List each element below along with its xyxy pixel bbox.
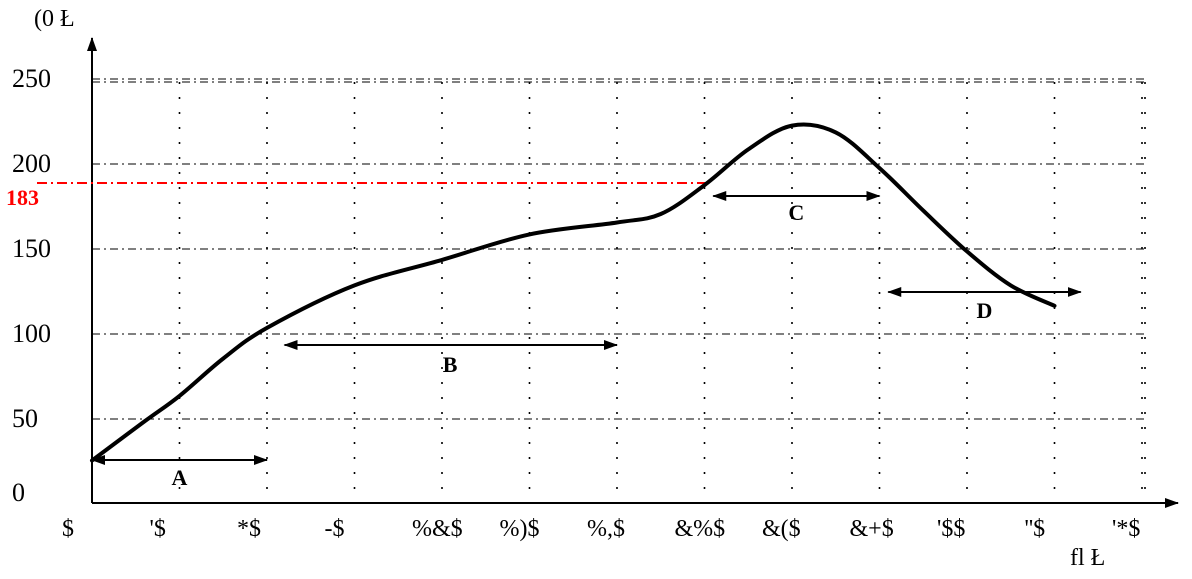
x-tick-label: '*$ bbox=[1112, 516, 1140, 542]
y-tick-label: 200 bbox=[12, 149, 51, 178]
x-tick-label: *$ bbox=[237, 516, 261, 542]
x-tick-label: %,$ bbox=[587, 516, 625, 542]
reference-line-label: 183 bbox=[6, 185, 39, 210]
reference-line: 183 bbox=[6, 182, 710, 210]
region-label-a: A bbox=[172, 465, 188, 490]
grid bbox=[92, 78, 1146, 503]
x-tick-label: '$ bbox=[150, 516, 166, 542]
x-tick-label: ''$ bbox=[1025, 516, 1046, 542]
series bbox=[90, 122, 1057, 463]
region-label-b: B bbox=[443, 352, 458, 377]
x-tick-label: $ bbox=[62, 516, 74, 542]
axes bbox=[87, 37, 1179, 508]
region-label-c: C bbox=[788, 200, 804, 225]
x-tick-label: '$$ bbox=[937, 516, 965, 542]
x-tick-label: %)$ bbox=[500, 516, 540, 542]
x-axis-label: fl Ł bbox=[1070, 545, 1105, 571]
x-tick-label: &%$ bbox=[675, 516, 726, 542]
y-tick-label: 0 bbox=[12, 478, 25, 507]
x-tick-labels: $ '$ *$ -$ %&$ %)$ %,$ &%$ &($ &+$ '$$ ''$ '*$ bbox=[62, 516, 1140, 542]
x-tick-label: %&$ bbox=[412, 516, 463, 542]
y-tick-label: 50 bbox=[12, 404, 38, 433]
region-label-d: D bbox=[977, 298, 993, 323]
y-axis-label: (0 Ł bbox=[34, 6, 75, 32]
y-tick-labels: 0 50 100 150 200 250 bbox=[12, 64, 51, 507]
y-tick-label: 150 bbox=[12, 234, 51, 263]
y-tick-label: 100 bbox=[12, 319, 51, 348]
series-line bbox=[90, 122, 1057, 463]
y-tick-label: 250 bbox=[12, 64, 51, 93]
regions: A B C D bbox=[91, 191, 1082, 490]
x-tick-label: &+$ bbox=[850, 516, 894, 542]
x-tick-label: &($ bbox=[762, 516, 801, 542]
x-tick-label: -$ bbox=[325, 516, 345, 542]
